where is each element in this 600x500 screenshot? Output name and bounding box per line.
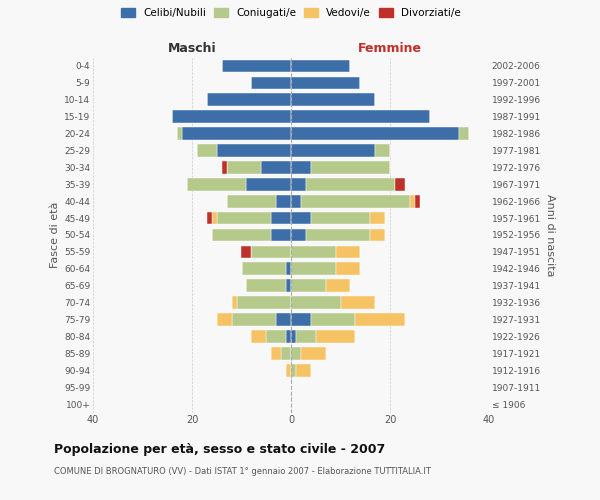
Bar [355,313,405,326]
Bar [242,262,286,275]
Bar [212,212,217,224]
Bar [291,313,311,326]
Bar [222,60,291,72]
Bar [232,313,276,326]
Bar [291,94,375,106]
Bar [281,347,291,360]
Bar [217,144,291,157]
Bar [370,212,385,224]
Bar [177,127,182,140]
Y-axis label: Fasce di età: Fasce di età [50,202,60,268]
Bar [227,161,262,173]
Bar [291,246,335,258]
Bar [291,347,301,360]
Bar [251,330,266,343]
Bar [172,110,291,123]
Bar [291,76,361,89]
Bar [296,364,311,376]
Bar [291,296,341,309]
Text: Popolazione per età, sesso e stato civile - 2007: Popolazione per età, sesso e stato civil… [54,442,385,456]
Bar [286,280,291,292]
Bar [291,195,301,207]
Bar [291,60,350,72]
Bar [291,161,311,173]
Bar [222,161,227,173]
Bar [207,94,291,106]
Bar [251,246,291,258]
Bar [217,212,271,224]
Bar [301,347,326,360]
Bar [187,178,247,190]
Bar [291,330,296,343]
Y-axis label: Anni di nascita: Anni di nascita [545,194,555,276]
Bar [291,110,430,123]
Bar [291,228,306,241]
Bar [311,161,390,173]
Bar [291,127,460,140]
Bar [217,313,232,326]
Bar [311,313,355,326]
Bar [375,144,390,157]
Bar [247,178,291,190]
Text: Maschi: Maschi [167,42,217,55]
Bar [182,127,291,140]
Bar [460,127,469,140]
Bar [291,262,335,275]
Bar [197,144,217,157]
Bar [207,212,212,224]
Bar [306,228,370,241]
Bar [291,178,306,190]
Bar [291,144,375,157]
Bar [266,330,286,343]
Text: Femmine: Femmine [358,42,422,55]
Text: COMUNE DI BROGNATURO (VV) - Dati ISTAT 1° gennaio 2007 - Elaborazione TUTTITALIA: COMUNE DI BROGNATURO (VV) - Dati ISTAT 1… [54,468,431,476]
Bar [291,280,326,292]
Bar [291,212,311,224]
Bar [370,228,385,241]
Bar [271,347,281,360]
Bar [286,364,291,376]
Bar [326,280,350,292]
Bar [251,76,291,89]
Bar [395,178,405,190]
Bar [262,161,291,173]
Bar [415,195,420,207]
Bar [232,296,236,309]
Bar [236,296,291,309]
Bar [247,280,286,292]
Bar [271,228,291,241]
Bar [335,262,361,275]
Bar [306,178,395,190]
Bar [311,212,370,224]
Bar [316,330,355,343]
Bar [286,262,291,275]
Bar [276,313,291,326]
Bar [301,195,410,207]
Bar [212,228,271,241]
Bar [286,330,291,343]
Bar [341,296,375,309]
Bar [296,330,316,343]
Bar [271,212,291,224]
Bar [410,195,415,207]
Bar [291,364,296,376]
Bar [335,246,361,258]
Bar [242,246,251,258]
Legend: Celibi/Nubili, Coniugati/e, Vedovi/e, Divorziati/e: Celibi/Nubili, Coniugati/e, Vedovi/e, Di… [121,8,461,18]
Bar [227,195,276,207]
Bar [276,195,291,207]
